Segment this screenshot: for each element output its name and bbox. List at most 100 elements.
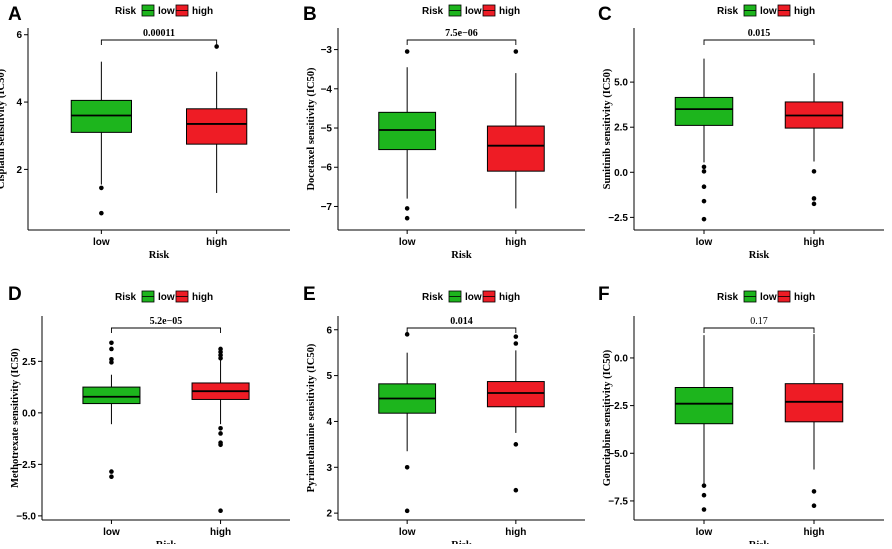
outlier-point — [404, 49, 410, 54]
x-tick-label: low — [93, 237, 110, 248]
legend-low-label: low — [465, 292, 482, 303]
x-tick-label: high — [505, 237, 526, 248]
legend: Risk low high — [717, 4, 815, 17]
y-tick-label: −5.0 — [608, 449, 628, 460]
box-high — [186, 44, 248, 193]
y-tick-label: 5.0 — [614, 78, 628, 89]
y-axis-title: Docetaxel sensitivity (IC50) — [306, 67, 317, 191]
outlier-point — [218, 442, 223, 448]
x-tick-label: low — [399, 527, 416, 538]
legend-low-label: low — [158, 6, 175, 17]
panel-letter: A — [8, 4, 22, 25]
box-high — [784, 334, 844, 509]
y-axis-title: Pyrimethamine sensitivity (IC50) — [306, 343, 317, 492]
x-axis-title: Risk — [451, 540, 472, 544]
legend: Risk low high — [115, 4, 213, 17]
outlier-point — [404, 464, 410, 470]
box-high — [486, 49, 545, 209]
outlier-point — [513, 334, 519, 339]
outlier-point — [218, 508, 223, 514]
legend-title: Risk — [115, 6, 137, 17]
y-axis-title: Sunitinib sensitivity (IC50) — [602, 68, 613, 189]
y-tick-label: 2.5 — [22, 357, 36, 368]
p-value-label: 0.17 — [750, 316, 768, 327]
p-value-label: 0.00011 — [143, 28, 175, 39]
outlier-point — [701, 164, 707, 170]
y-tick-label: −2.5 — [608, 401, 628, 412]
panel-d: D Risk low high −5.0 −2.5 0.0 2.5 low high Risk Met… — [8, 284, 290, 549]
legend-title: Risk — [422, 6, 444, 17]
x-axis-title: Risk — [149, 250, 170, 261]
legend: Risk low high — [717, 290, 815, 303]
outlier-point — [404, 215, 410, 221]
legend-title: Risk — [717, 292, 739, 303]
y-tick-label: 5 — [326, 371, 332, 382]
y-tick-label: 4 — [326, 417, 332, 428]
outlier-point — [811, 196, 817, 201]
panel-letter: B — [303, 4, 317, 25]
box-iqr — [674, 96, 734, 126]
y-tick-label: 0.0 — [614, 353, 628, 364]
legend-low-label: low — [465, 6, 482, 17]
outlier-point — [109, 340, 114, 346]
y-tick-label: −7 — [321, 202, 333, 213]
significance-bracket — [110, 327, 222, 333]
y-tick-label: 6 — [326, 325, 332, 336]
box-low — [674, 58, 734, 222]
y-tick-label: −2.5 — [16, 460, 36, 471]
x-tick-label: high — [206, 237, 227, 248]
p-value-label: 5.2e−05 — [150, 316, 183, 327]
box-iqr — [82, 386, 141, 405]
y-tick-label: 0.0 — [614, 168, 628, 179]
p-value-label: 0.015 — [748, 28, 771, 39]
box-low — [70, 61, 132, 216]
legend-high-label: high — [499, 292, 520, 303]
box-low — [82, 340, 141, 480]
legend: Risk low high — [422, 290, 520, 303]
box-iqr — [378, 111, 437, 151]
legend: Risk low high — [115, 290, 213, 303]
outlier-point — [404, 332, 410, 337]
x-axis-title: Risk — [749, 250, 770, 261]
legend-low-label: low — [158, 292, 175, 303]
x-axis-title: Risk — [749, 540, 770, 544]
y-tick-label: 4 — [16, 98, 22, 109]
y-tick-label: 2.5 — [614, 123, 628, 134]
box-high — [191, 346, 250, 514]
legend-high-label: high — [499, 6, 520, 17]
panel-b: B Risk low high −7 −6 −5 −4 −3 low high Risk Docetax… — [303, 4, 585, 261]
p-value-label: 7.5e−06 — [445, 28, 478, 39]
x-tick-label: low — [696, 527, 713, 538]
x-tick-label: high — [505, 527, 526, 538]
outlier-point — [218, 431, 223, 436]
legend-high-label: high — [794, 6, 815, 17]
y-tick-label: −5.0 — [16, 511, 36, 522]
outlier-point — [701, 216, 707, 222]
legend-title: Risk — [717, 6, 739, 17]
panel-f: F Risk low high −7.5 −5.0 −2.5 0.0 low high Risk Ge… — [598, 284, 884, 549]
p-value-label: 0.014 — [450, 316, 473, 327]
outlier-point — [109, 474, 114, 480]
outlier-point — [218, 355, 223, 361]
outlier-point — [99, 210, 104, 216]
outlier-point — [109, 469, 114, 474]
outlier-point — [513, 49, 519, 54]
outlier-point — [811, 503, 817, 509]
outlier-point — [701, 184, 707, 190]
x-tick-label: high — [210, 527, 231, 538]
outlier-point — [109, 346, 114, 352]
outlier-point — [701, 507, 707, 512]
outlier-point — [99, 185, 104, 191]
significance-bracket — [406, 327, 517, 333]
outlier-point — [214, 44, 219, 49]
outlier-point — [701, 169, 707, 174]
x-axis-title: Risk — [451, 250, 472, 261]
panel-e: E Risk low high 2 3 4 5 6 low high Risk Pyrimethamin… — [303, 284, 585, 549]
outlier-point — [513, 442, 519, 447]
outlier-point — [513, 487, 519, 493]
y-tick-label: −4 — [321, 84, 333, 95]
y-tick-label: −6 — [321, 163, 333, 174]
significance-bracket — [406, 39, 517, 45]
panel-a: A Risk low high 2 4 6 low high Risk Cisplatin sens… — [0, 4, 290, 261]
